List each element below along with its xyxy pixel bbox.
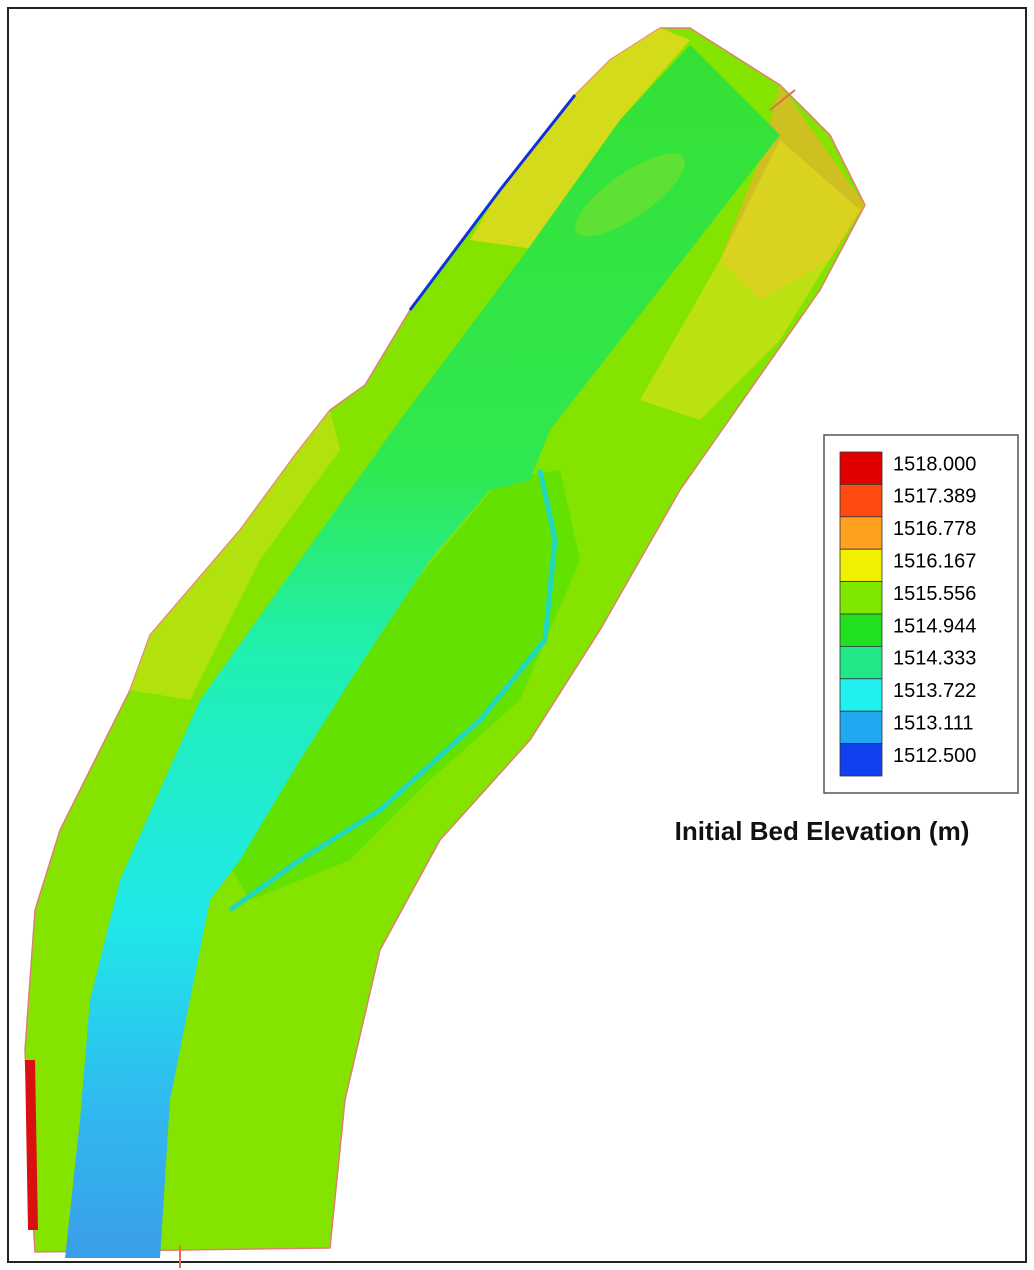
legend-swatch xyxy=(840,614,882,646)
legend-label: 1514.944 xyxy=(893,615,976,637)
legend-swatch xyxy=(840,679,882,711)
legend-label: 1513.111 xyxy=(893,712,973,734)
legend-label: 1514.333 xyxy=(893,648,976,670)
legend-label: 1516.167 xyxy=(893,550,976,572)
legend-swatch xyxy=(840,744,882,776)
legend-title: Initial Bed Elevation (m) xyxy=(675,816,970,846)
legend-label: 1513.722 xyxy=(893,680,976,702)
legend-swatch xyxy=(840,484,882,516)
figure: 1518.000 1517.389 1516.778 1516.167 1515.556… xyxy=(0,0,1034,1270)
legend-label: 1518.000 xyxy=(893,453,976,475)
legend-label: 1516.778 xyxy=(893,518,976,540)
legend-label: 1515.556 xyxy=(893,583,976,605)
page: {"legend": {"title": "Initial Bed Elevat… xyxy=(0,0,1034,1270)
legend-swatch xyxy=(840,452,882,484)
legend-swatch xyxy=(840,517,882,549)
legend-swatch xyxy=(840,582,882,614)
legend-swatch xyxy=(840,711,882,743)
legend-swatch xyxy=(840,646,882,678)
legend-label: 1512.500 xyxy=(893,745,976,767)
legend-swatch xyxy=(840,549,882,581)
legend-label: 1517.389 xyxy=(893,486,976,508)
